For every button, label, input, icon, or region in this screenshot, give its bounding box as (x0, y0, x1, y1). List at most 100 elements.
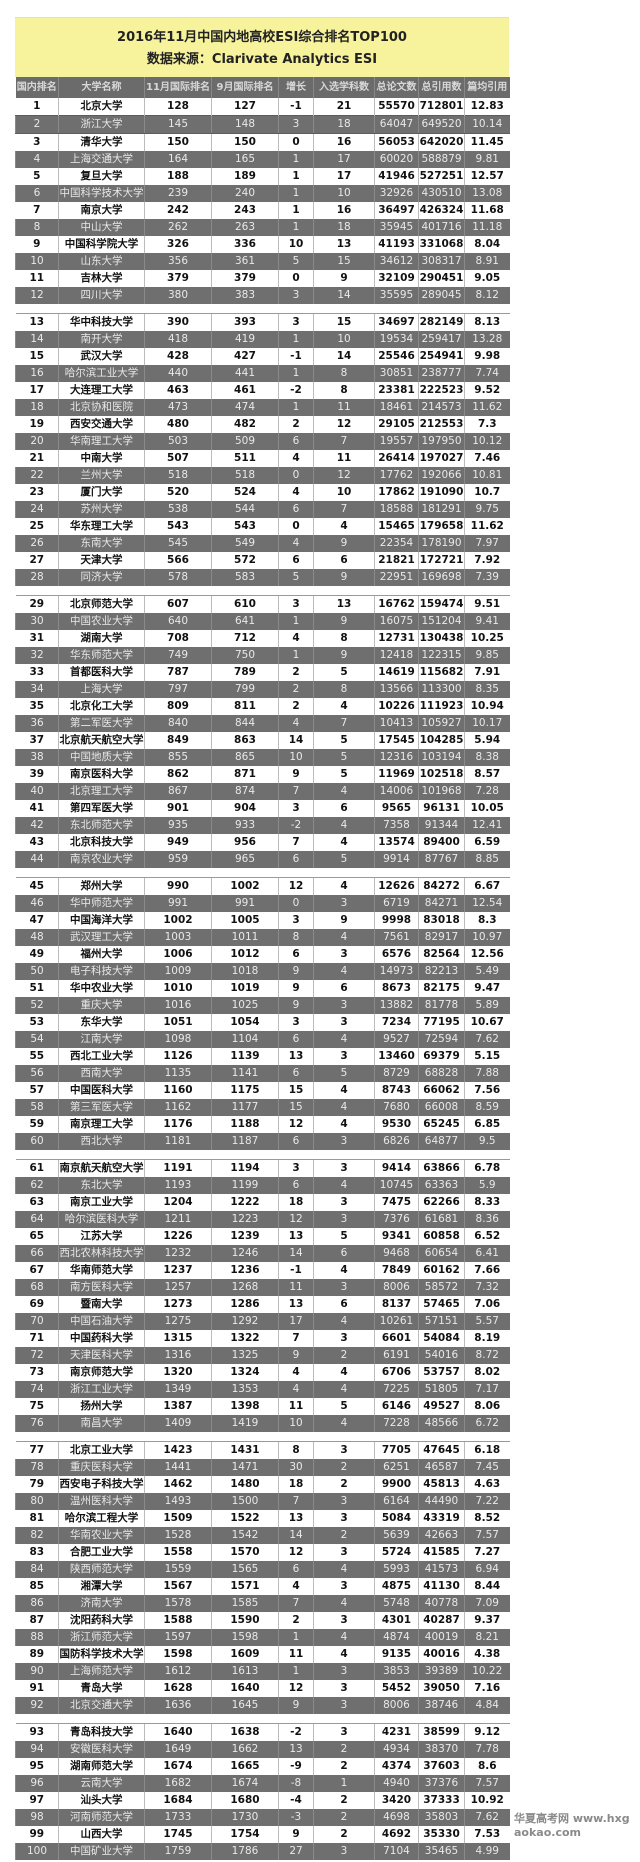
cell-citations-per-paper: 8.13 (464, 313, 510, 331)
cell-sep-intl-rank: 1609 (211, 1646, 279, 1663)
cell-papers: 6601 (374, 1330, 419, 1347)
cell-sep-intl-rank: 1324 (211, 1364, 279, 1381)
cell-papers: 9530 (374, 1116, 419, 1133)
cell-nov-intl-rank: 503 (144, 433, 212, 450)
cell-citations: 43319 (418, 1510, 465, 1527)
table-row: 55 西北工业大学 1126 1139 13 3 13460 69379 5.15 (15, 1048, 510, 1065)
cell-sep-intl-rank: 1500 (211, 1493, 279, 1510)
cell-disciplines: 8 (313, 681, 375, 698)
cell-papers: 34612 (374, 253, 419, 270)
cell-sep-intl-rank: 1665 (211, 1758, 279, 1775)
table-row: 37 北京航天航空大学 849 863 14 5 17545 104285 5.94 (15, 732, 510, 749)
cell-sep-intl-rank: 1645 (211, 1697, 279, 1714)
cell-papers: 5993 (374, 1561, 419, 1578)
cell-domestic-rank: 66 (15, 1245, 59, 1262)
cell-university: 西北大学 (58, 1133, 145, 1150)
cell-change: 0 (278, 133, 314, 151)
cell-university: 东华大学 (58, 1014, 145, 1031)
ranking-sheet: 2016年11月中国内地高校ESI综合排名TOP100 数据来源：Clariva… (15, 17, 510, 1860)
col-disciplines: 入选学科数 (313, 77, 375, 98)
cell-citations-per-paper: 9.85 (464, 647, 510, 664)
cell-citations-per-paper: 8.38 (464, 749, 510, 766)
cell-university: 武汉大学 (58, 348, 145, 365)
cell-citations-per-paper: 6.18 (464, 1441, 510, 1459)
cell-disciplines: 4 (313, 877, 375, 895)
cell-papers: 6146 (374, 1398, 419, 1415)
cell-citations: 40778 (418, 1595, 465, 1612)
cell-citations-per-paper: 4.84 (464, 1697, 510, 1714)
cell-domestic-rank: 29 (15, 595, 59, 613)
table-row: 1 北京大学 128 127 -1 21 55570 712801 12.83 (15, 98, 510, 116)
cell-citations-per-paper: 7.32 (464, 1279, 510, 1296)
cell-citations-per-paper: 4.38 (464, 1646, 510, 1663)
cell-citations-per-paper: 12.56 (464, 946, 510, 963)
cell-citations: 51805 (418, 1381, 465, 1398)
cell-domestic-rank: 87 (15, 1612, 59, 1629)
cell-citations-per-paper: 12.57 (464, 168, 510, 185)
table-row: 39 南京医科大学 862 871 9 5 11969 102518 8.57 (15, 766, 510, 783)
cell-change: 4 (278, 715, 314, 732)
cell-citations-per-paper: 10.67 (464, 1014, 510, 1031)
cell-disciplines: 3 (313, 1279, 375, 1296)
cell-disciplines: 9 (313, 912, 375, 929)
table-row: 28 同济大学 578 583 5 9 22951 169698 7.39 (15, 569, 510, 586)
cell-citations-per-paper: 6.72 (464, 1415, 510, 1432)
cell-citations-per-paper: 7.62 (464, 1031, 510, 1048)
cell-citations: 45813 (418, 1476, 465, 1493)
cell-university: 福州大学 (58, 946, 145, 963)
table-row: 68 南方医科大学 1257 1268 11 3 8006 58572 7.32 (15, 1279, 510, 1296)
cell-disciplines: 4 (313, 963, 375, 980)
cell-nov-intl-rank: 1257 (144, 1279, 212, 1296)
table-row: 91 青岛大学 1628 1640 12 3 5452 39050 7.16 (15, 1680, 510, 1697)
cell-citations: 105927 (418, 715, 465, 732)
cell-sep-intl-rank: 379 (211, 270, 279, 287)
cell-change: 0 (278, 518, 314, 535)
cell-nov-intl-rank: 566 (144, 552, 212, 569)
cell-citations-per-paper: 7.09 (464, 1595, 510, 1612)
cell-sep-intl-rank: 148 (211, 115, 279, 134)
cell-university: 中国科学院大学 (58, 236, 145, 253)
cell-university: 西安交通大学 (58, 416, 145, 433)
cell-domestic-rank: 45 (15, 877, 59, 895)
table-row: 57 中国医科大学 1160 1175 15 4 8743 66062 7.56 (15, 1082, 510, 1099)
cell-papers: 18588 (374, 501, 419, 518)
cell-sep-intl-rank: 1223 (211, 1211, 279, 1228)
cell-citations-per-paper: 9.98 (464, 348, 510, 365)
cell-citations-per-paper: 5.15 (464, 1048, 510, 1065)
table-row: 85 湘潭大学 1567 1571 4 3 4875 41130 8.44 (15, 1578, 510, 1595)
cell-papers: 41946 (374, 168, 419, 185)
cell-citations-per-paper: 8.36 (464, 1211, 510, 1228)
cell-citations-per-paper: 10.25 (464, 630, 510, 647)
cell-disciplines: 3 (313, 1441, 375, 1459)
cell-domestic-rank: 98 (15, 1809, 59, 1826)
table-row: 47 中国海洋大学 1002 1005 3 9 9998 83018 8.3 (15, 912, 510, 929)
cell-domestic-rank: 99 (15, 1826, 59, 1843)
cell-nov-intl-rank: 545 (144, 535, 212, 552)
table-row: 48 武汉理工大学 1003 1011 8 4 7561 82917 10.97 (15, 929, 510, 946)
cell-university: 兰州大学 (58, 467, 145, 484)
table-row: 61 南京航天航空大学 1191 1194 3 3 9414 63866 6.78 (15, 1159, 510, 1177)
cell-papers: 22951 (374, 569, 419, 586)
cell-disciplines: 2 (313, 1758, 375, 1775)
col-domestic-rank: 国内排名 (15, 77, 59, 98)
cell-change: -2 (278, 817, 314, 834)
cell-sep-intl-rank: 1239 (211, 1228, 279, 1245)
group-separator (15, 304, 510, 314)
cell-nov-intl-rank: 1387 (144, 1398, 212, 1415)
cell-nov-intl-rank: 356 (144, 253, 212, 270)
cell-domestic-rank: 21 (15, 450, 59, 467)
group-separator (15, 1150, 510, 1160)
cell-sep-intl-rank: 1286 (211, 1296, 279, 1313)
cell-citations-per-paper: 13.28 (464, 331, 510, 348)
table-row: 41 第四军医大学 901 904 3 6 9565 96131 10.05 (15, 800, 510, 817)
cell-change: 3 (278, 1159, 314, 1177)
cell-nov-intl-rank: 1009 (144, 963, 212, 980)
cell-citations: 197027 (418, 450, 465, 467)
cell-domestic-rank: 18 (15, 399, 59, 416)
cell-citations: 61681 (418, 1211, 465, 1228)
cell-citations-per-paper: 6.94 (464, 1561, 510, 1578)
cell-sep-intl-rank: 1012 (211, 946, 279, 963)
table-row: 8 中山大学 262 263 1 18 35945 401716 11.18 (15, 219, 510, 236)
cell-sep-intl-rank: 1018 (211, 963, 279, 980)
cell-change: 11 (278, 1646, 314, 1663)
